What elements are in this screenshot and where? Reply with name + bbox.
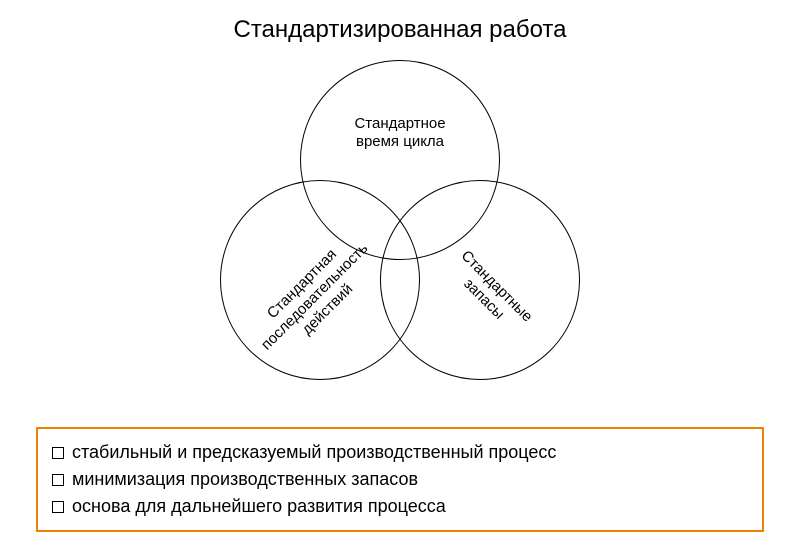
bullet-item: основа для дальнейшего развития процесса — [52, 493, 748, 520]
venn-diagram: Стандартное время цикла Стандартная посл… — [220, 60, 580, 400]
bullets-box: стабильный и предсказуемый производствен… — [36, 427, 764, 532]
venn-label-top-line2: время цикла — [356, 133, 444, 150]
venn-label-top: Стандартное время цикла — [340, 115, 460, 151]
page-title: Стандартизированная работа — [0, 16, 800, 44]
bullet-text: стабильный и предсказуемый производствен… — [72, 442, 556, 463]
bullet-text: минимизация производственных запасов — [72, 469, 418, 490]
venn-label-top-line1: Стандартное — [354, 115, 445, 132]
bullet-text: основа для дальнейшего развития процесса — [72, 496, 446, 517]
square-bullet-icon — [52, 447, 64, 459]
bullet-item: стабильный и предсказуемый производствен… — [52, 439, 748, 466]
bullet-item: минимизация производственных запасов — [52, 466, 748, 493]
square-bullet-icon — [52, 501, 64, 513]
square-bullet-icon — [52, 474, 64, 486]
